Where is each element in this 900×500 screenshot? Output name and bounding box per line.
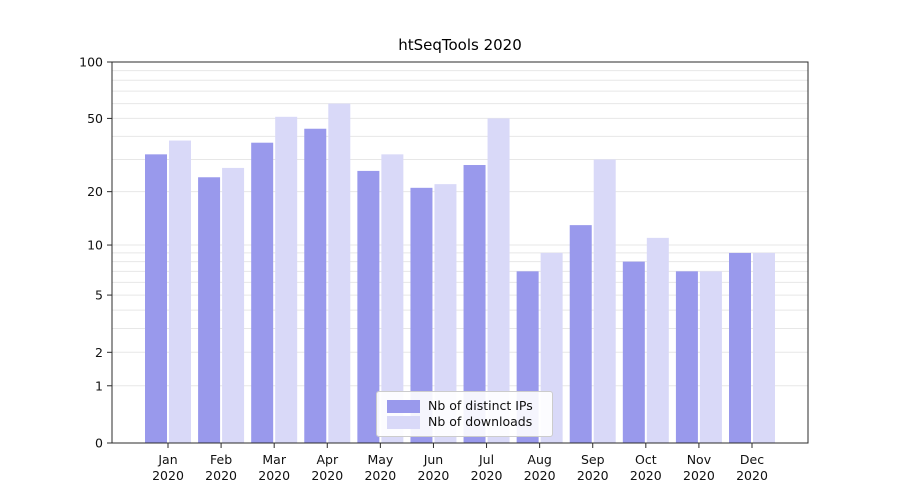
legend-item-downloads: Nb of downloads [387, 414, 542, 430]
bar-jul-downloads [487, 118, 510, 444]
x-tick-label: Feb 2020 [205, 452, 237, 483]
y-tick-label: 10 [87, 238, 103, 253]
bar-sep-downloads [593, 159, 616, 444]
bar-jul-distinct-ips [463, 165, 486, 443]
bar-jun-distinct-ips [410, 187, 433, 443]
bar-mar-distinct-ips [251, 142, 274, 443]
y-tick-label: 100 [79, 55, 103, 70]
gridlines [112, 61, 808, 387]
bar-sep-distinct-ips [569, 225, 592, 443]
bar-feb-downloads [222, 167, 245, 444]
bar-nov-downloads [699, 271, 722, 443]
legend-label-downloads: Nb of downloads [428, 414, 533, 429]
legend-label-distinct-ips: Nb of distinct IPs [428, 398, 533, 413]
x-tick-label: Mar 2020 [258, 452, 290, 483]
bar-nov-distinct-ips [675, 271, 698, 443]
bar-jan-downloads [169, 140, 191, 444]
bar-apr-downloads [328, 103, 351, 444]
bar-apr-distinct-ips [304, 128, 327, 443]
x-tick-label: Dec 2020 [736, 452, 768, 483]
plot-border [111, 61, 809, 444]
bar-mar-downloads [275, 116, 298, 444]
x-tick-label: May 2020 [364, 452, 396, 483]
legend-item-distinct-ips: Nb of distinct IPs [387, 398, 542, 414]
y-tick-label: 5 [95, 288, 103, 303]
y-axis: 0 1 2 5 10 20 50 100 [79, 55, 112, 451]
x-tick-label: Jul 2020 [471, 452, 503, 483]
legend-swatch-distinct-ips [387, 399, 420, 413]
bar-jun-downloads [434, 184, 457, 443]
chart-title: htSeqTools 2020 [398, 36, 522, 54]
x-tick-label: Jun 2020 [418, 452, 450, 483]
x-tick-label: Oct 2020 [630, 452, 662, 483]
y-tick-label: 50 [87, 111, 103, 126]
bar-feb-distinct-ips [198, 177, 221, 443]
y-tick-label: 2 [95, 345, 103, 360]
bar-dec-distinct-ips [729, 252, 751, 443]
x-tick-label: Aug 2020 [524, 452, 556, 483]
legend: Nb of distinct IPs Nb of downloads [376, 391, 553, 437]
series-distinct-ips [145, 128, 751, 444]
legend-swatch-downloads [387, 415, 420, 429]
x-axis: Jan 2020 Feb 2020 Mar 2020 Apr 2020 May 2020 Jun 20… [152, 443, 768, 483]
y-tick-label: 1 [95, 378, 103, 393]
x-tick-label: Nov 2020 [683, 452, 715, 483]
bar-oct-distinct-ips [622, 261, 645, 443]
x-tick-label: Sep 2020 [577, 452, 609, 483]
y-tick-label: 0 [95, 436, 103, 451]
x-tick-label: Jan 2020 [152, 452, 184, 483]
x-tick-label: Apr 2020 [311, 452, 343, 483]
y-tick-label: 20 [87, 184, 103, 199]
bar-oct-downloads [646, 237, 669, 443]
bar-may-downloads [381, 154, 404, 443]
series-downloads [169, 103, 775, 444]
bar-jan-distinct-ips [145, 154, 167, 443]
bar-may-distinct-ips [357, 170, 380, 444]
bar-dec-downloads [753, 252, 775, 443]
